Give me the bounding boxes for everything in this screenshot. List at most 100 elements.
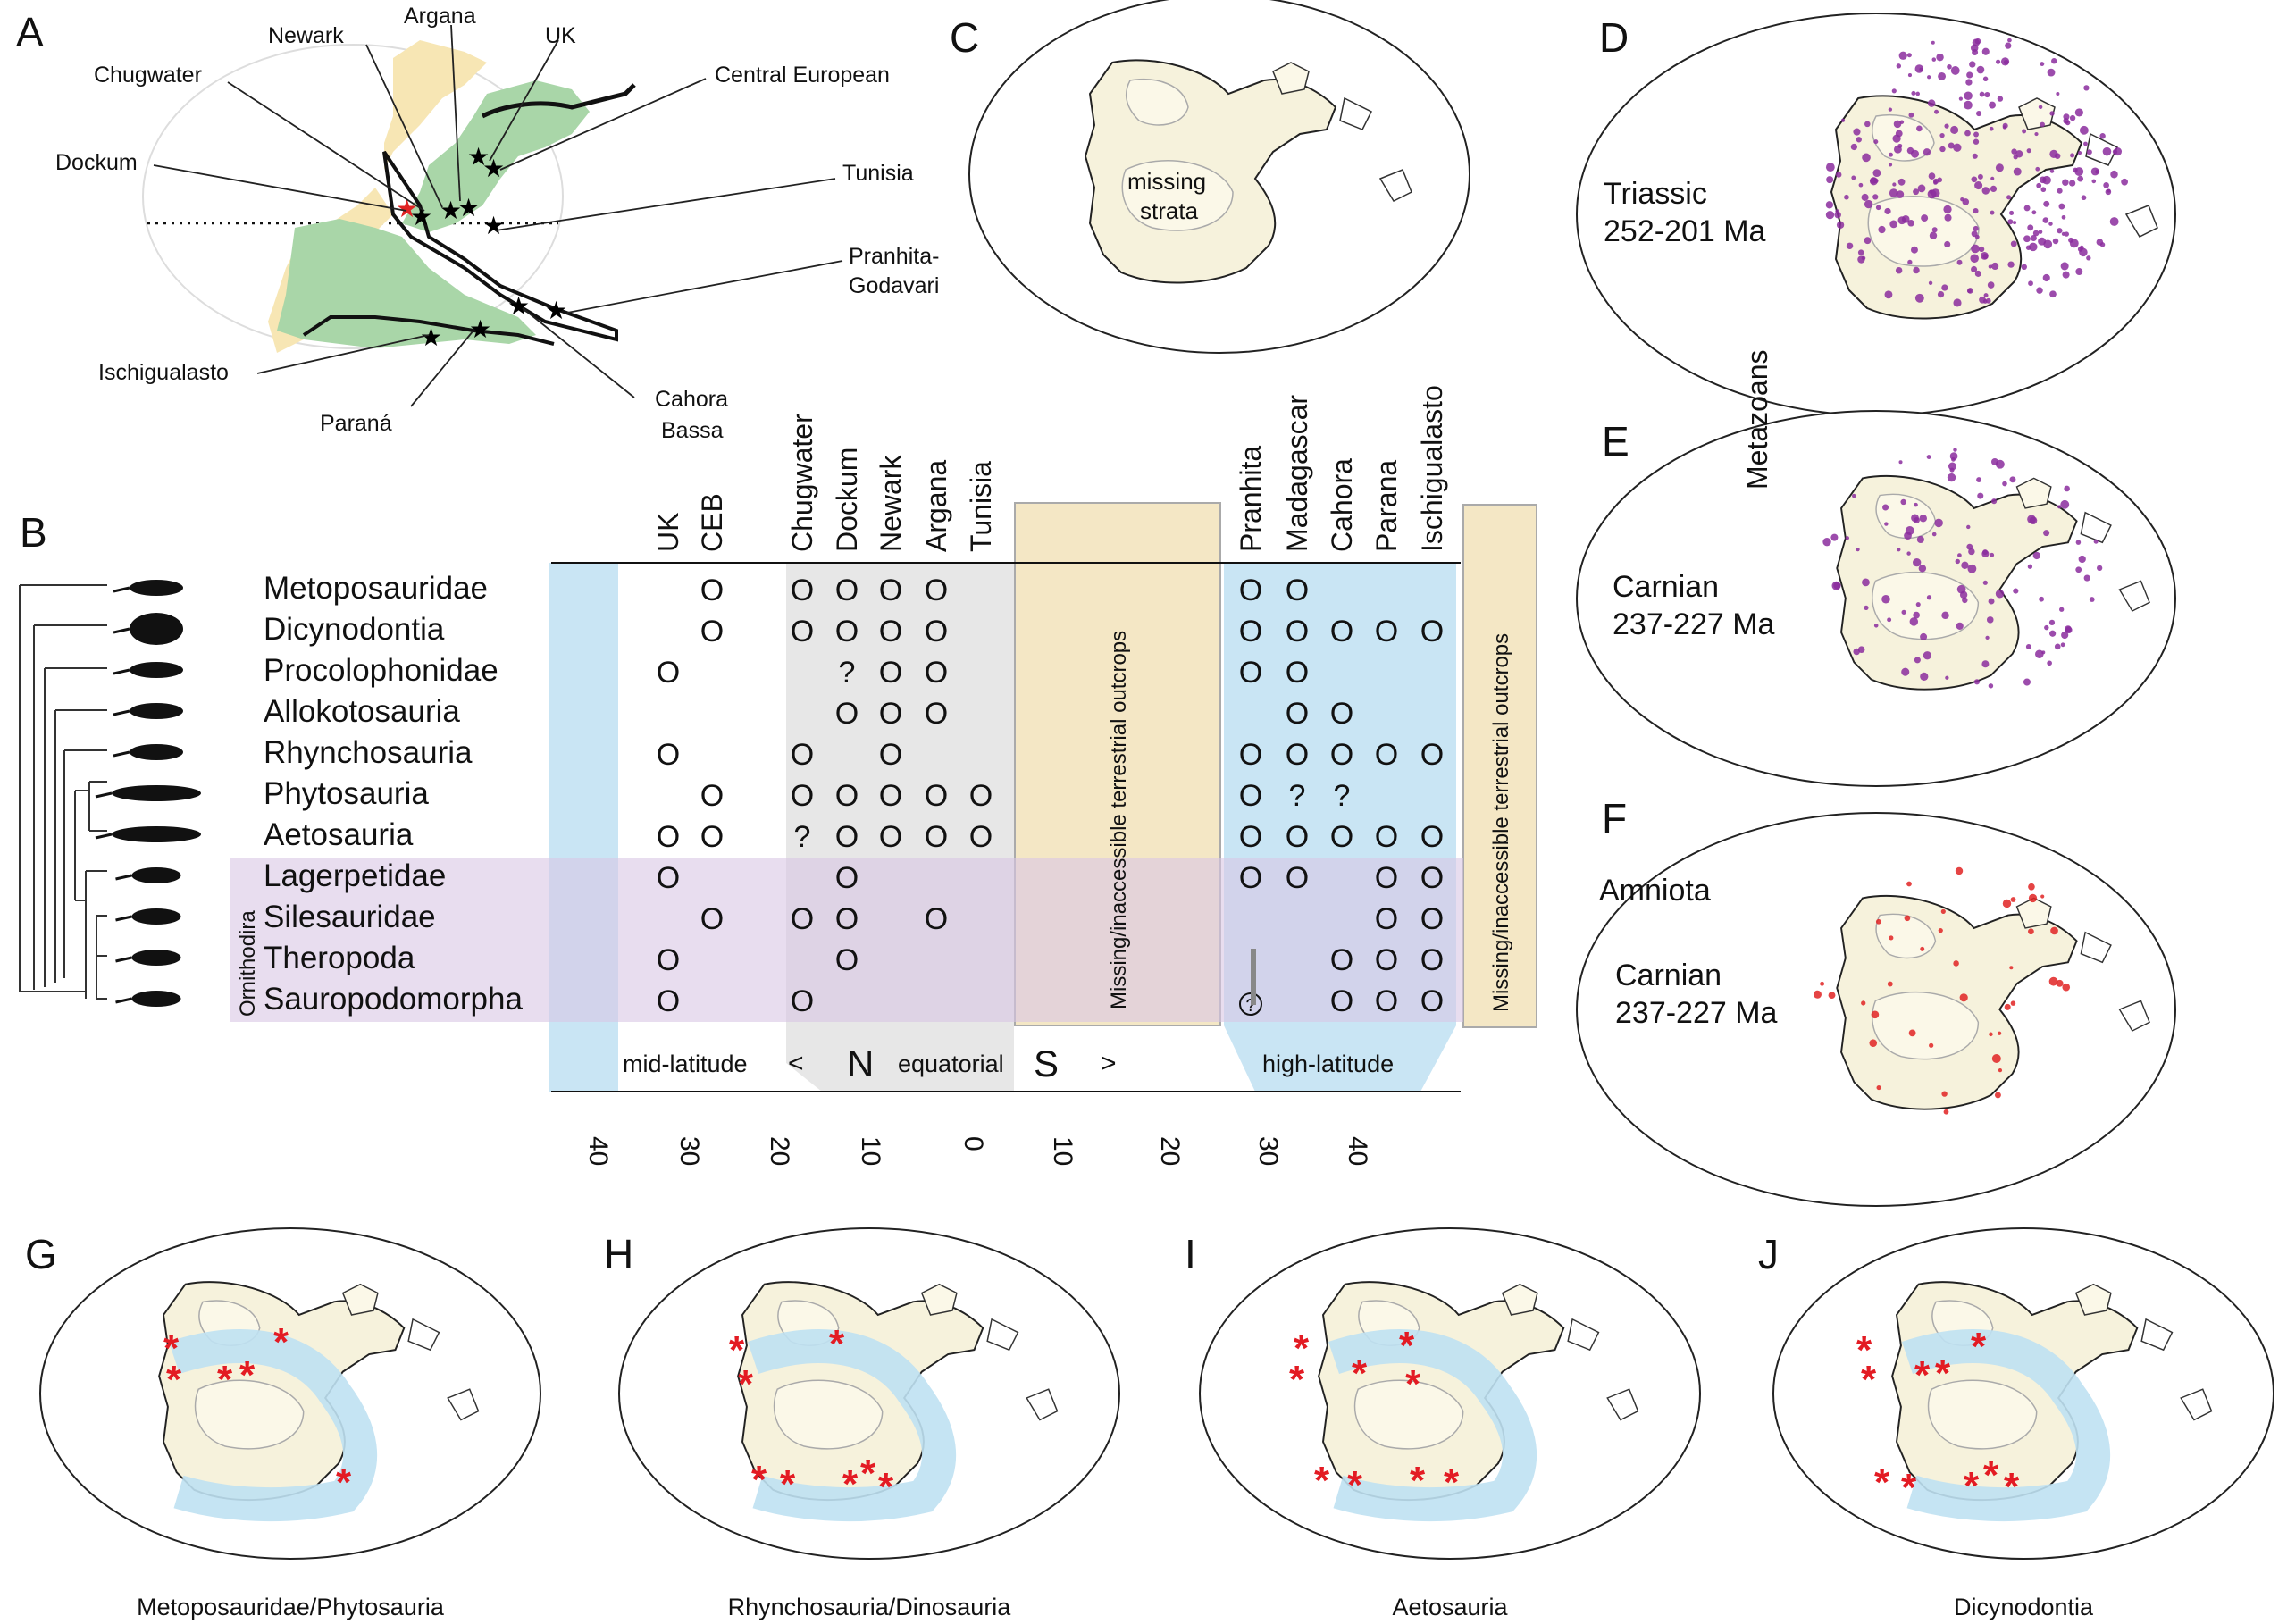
fossil-dot [2039,596,2044,602]
fossil-dot [1862,578,1870,587]
fossil-dot [1897,143,1903,148]
fossil-dot [1875,205,1881,211]
fossil-dot [1966,71,1973,79]
silhouette-tail [113,668,130,675]
label-pranhita: Pranhita- [849,244,939,269]
fossil-dot [2013,588,2019,594]
fossil-dot [1931,227,1938,233]
fossil-dot [2112,149,2118,155]
fossil-dot [1850,143,1858,151]
occurrence-mark: O [925,902,948,936]
fossil-dot [2007,219,2014,225]
fossil-dot [1931,57,1937,62]
asterisk-mark: * [217,1358,233,1402]
fossil-dot [2057,188,2063,194]
silhouette [131,950,181,966]
fossil-dot [2040,62,2045,67]
axis-caption-north: N [847,1042,874,1084]
fossil-dot [1972,38,1981,46]
fossil-dot [1990,176,1995,180]
fossil-dot [1947,64,1952,70]
fossil-dot [1889,188,1898,197]
fossil-dot [1871,1010,1880,1019]
occurrence-mark: O [1330,943,1353,977]
panel-c-label-line2: strata [1140,197,1199,224]
occurrence-mark: O [1420,943,1444,977]
fossil-dot [2095,169,2100,174]
occurrence-mark: O [1239,861,1262,895]
star-uk: ★ [467,143,490,171]
column-header: Newark [875,455,907,552]
fossil-dot [2062,271,2070,279]
taxon-label: Silesauridae [264,900,436,934]
star-argana: ★ [457,194,480,222]
fossil-dot [1994,1092,2001,1099]
fossil-dot [1973,225,1979,231]
fossil-dot [1933,180,1938,185]
fossil-dot [1995,459,2005,469]
fossil-dot [2025,245,2031,250]
bottom-panel: J** * *** * * * *Dicynodontia [1758,1227,2274,1620]
fossil-dot [1955,866,1964,875]
silhouette-tail [115,997,132,1004]
fossil-dot [1931,188,1940,198]
bottom-panel: H**** * * * *Rhynchosauria/Dinosauria [604,1227,1120,1620]
fossil-dot [2121,178,2128,186]
star-tunisia: ★ [482,212,505,239]
fossil-dot [1908,112,1914,118]
fossil-dot [1909,617,1919,626]
fossil-dot [1991,498,1998,505]
panel-c-label-line1: missing [1127,168,1206,195]
taxa-rows: Metoposauridae Dicynodontia Procolophonida… [264,571,523,1017]
fossil-dot [1950,125,1959,135]
occurrence-mark: O [1239,820,1262,854]
star-pranhita: ★ [507,292,530,320]
fossil-dot [1989,126,1994,131]
fossil-dot [2093,539,2099,544]
fossil-dot [1966,289,1972,294]
fossil-dot [2049,290,2057,298]
fossil-dot [1937,290,1945,298]
occurrence-mark: O [1286,573,1309,607]
bottom-panel-letter: I [1185,1231,1196,1277]
fossil-dot [1856,548,1860,552]
fossil-dot [2075,268,2083,276]
fossil-dot [2064,231,2069,237]
fossil-dot [2074,108,2083,117]
fossil-dot [1915,602,1921,607]
fossil-dot [1977,173,1983,180]
occurrence-mark: O [879,779,902,813]
fossil-dot [2051,58,2057,64]
metazoans-label: Metazoans [1741,349,1773,490]
fossil-dot [1825,210,1835,220]
asterisk-mark: * [1901,1466,1917,1510]
occurrence-mark: O [1375,861,1398,895]
fossil-dot [1836,221,1845,229]
band-purple-ornithodira [230,858,1463,1022]
fossil-dot [1914,293,1924,303]
asterisk-mark: * [829,1322,845,1366]
asterisk-mark: * [1983,1453,1999,1497]
fossil-dot [1990,552,1995,557]
axis-caption-mid-latitude: mid-latitude [623,1051,748,1077]
axis-tick-label: 0 [959,1136,988,1151]
silhouette [112,826,201,842]
silhouette-tail [113,709,130,716]
fossil-dot [2023,235,2031,243]
asterisk-mark: * [1914,1353,1931,1397]
fossil-dot [2099,242,2106,247]
fossil-dot [2009,210,2015,216]
fossil-dot [1974,270,1981,277]
panel-f-letter: F [1602,795,1627,841]
fossil-dot [2054,643,2061,650]
fossil-dot [1918,565,1927,573]
asterisk-mark: * [738,1362,754,1406]
star-ceb: ★ [482,155,505,182]
asterisk-mark: * [1861,1358,1877,1402]
fossil-dot [2040,121,2045,128]
label-uk: UK [545,23,576,48]
fossil-dot [2102,146,2112,156]
fossil-dot [1982,76,1989,81]
fossil-dot [2069,239,2079,248]
axis-caption-right-arrow: > [1101,1049,1117,1078]
